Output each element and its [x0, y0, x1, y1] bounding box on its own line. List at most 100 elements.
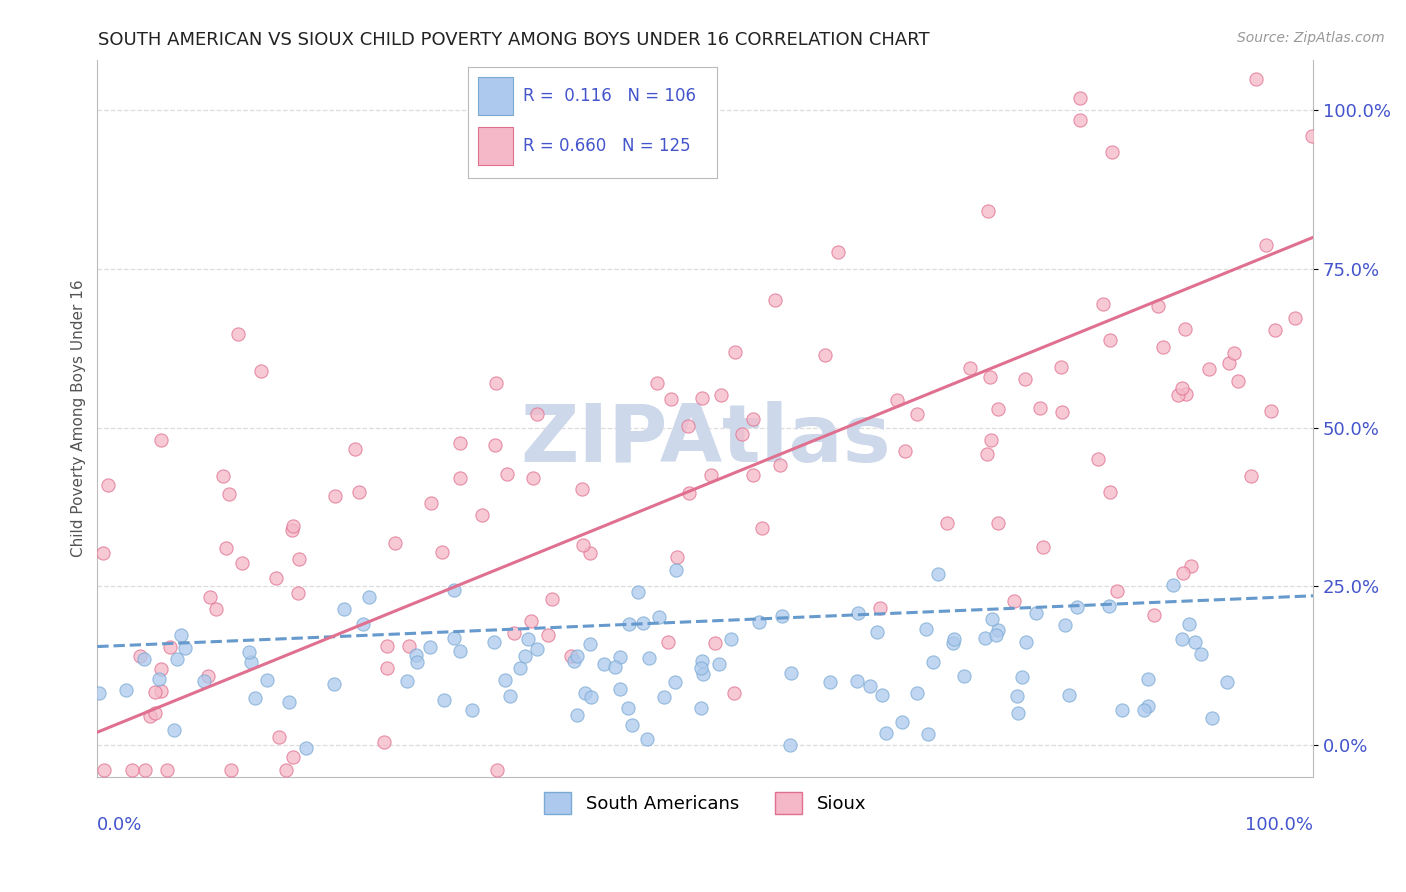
- Point: [1170, 381, 1192, 395]
- Point: [1174, 322, 1197, 336]
- Point: [976, 447, 998, 461]
- Point: [537, 628, 560, 642]
- Point: [526, 407, 548, 421]
- Point: [294, 741, 316, 756]
- Point: [1301, 128, 1323, 143]
- Point: [150, 662, 173, 676]
- Point: [1167, 387, 1189, 401]
- Point: [574, 686, 596, 700]
- Point: [486, 764, 509, 778]
- Point: [1007, 689, 1029, 703]
- Point: [866, 625, 889, 640]
- Point: [347, 484, 370, 499]
- Point: [1069, 112, 1091, 127]
- Point: [731, 427, 754, 442]
- Point: [471, 508, 494, 523]
- Point: [779, 738, 801, 752]
- Point: [1098, 599, 1121, 613]
- Point: [1239, 469, 1261, 483]
- Point: [283, 750, 305, 764]
- Point: [198, 590, 221, 604]
- Point: [87, 686, 110, 700]
- Point: [704, 636, 727, 650]
- Text: SOUTH AMERICAN VS SIOUX CHILD POVERTY AMONG BOYS UNDER 16 CORRELATION CHART: SOUTH AMERICAN VS SIOUX CHILD POVERTY AM…: [98, 31, 929, 49]
- Point: [942, 636, 965, 650]
- Point: [657, 634, 679, 648]
- Point: [724, 344, 747, 359]
- Point: [1175, 386, 1198, 401]
- Point: [981, 612, 1004, 626]
- Point: [1136, 698, 1159, 713]
- Point: [509, 661, 531, 675]
- Point: [215, 541, 238, 555]
- Point: [619, 617, 641, 632]
- Point: [915, 622, 938, 636]
- Point: [603, 660, 626, 674]
- Point: [690, 654, 713, 668]
- Point: [1054, 617, 1077, 632]
- Point: [627, 584, 650, 599]
- Point: [1007, 706, 1029, 721]
- Point: [277, 695, 299, 709]
- Point: [238, 645, 260, 659]
- Point: [1032, 540, 1054, 554]
- Point: [1069, 91, 1091, 105]
- Point: [375, 639, 398, 653]
- Point: [240, 655, 263, 669]
- Point: [894, 444, 917, 458]
- Point: [1189, 647, 1212, 661]
- Point: [1171, 632, 1194, 646]
- Point: [162, 723, 184, 737]
- Point: [581, 690, 603, 704]
- Point: [281, 518, 304, 533]
- Point: [526, 641, 548, 656]
- Point: [121, 764, 143, 778]
- Point: [565, 708, 588, 723]
- Point: [845, 674, 868, 689]
- Point: [145, 706, 167, 721]
- Point: [129, 649, 152, 664]
- Point: [148, 672, 170, 686]
- Point: [690, 392, 713, 406]
- Point: [572, 538, 595, 552]
- Point: [250, 364, 273, 378]
- Point: [149, 433, 172, 447]
- Point: [700, 467, 723, 482]
- Point: [987, 623, 1010, 637]
- Point: [953, 669, 976, 683]
- Point: [352, 617, 374, 632]
- Point: [1227, 375, 1250, 389]
- Point: [522, 471, 544, 485]
- Point: [494, 673, 516, 688]
- Point: [150, 684, 173, 698]
- Point: [741, 412, 763, 426]
- Point: [520, 614, 543, 628]
- Point: [751, 521, 773, 535]
- Point: [405, 655, 427, 669]
- Point: [980, 433, 1002, 447]
- Point: [678, 485, 700, 500]
- Point: [875, 726, 897, 740]
- Point: [375, 661, 398, 675]
- Point: [827, 244, 849, 259]
- Point: [205, 602, 228, 616]
- Point: [1133, 703, 1156, 717]
- Point: [986, 628, 1008, 642]
- Point: [943, 632, 966, 646]
- Point: [197, 668, 219, 682]
- Point: [723, 686, 745, 700]
- Point: [449, 644, 471, 658]
- Point: [1050, 360, 1073, 375]
- Point: [770, 609, 793, 624]
- Point: [226, 326, 249, 341]
- Point: [720, 632, 742, 646]
- Point: [890, 714, 912, 729]
- Point: [266, 571, 288, 585]
- Text: ZIPAtlas: ZIPAtlas: [520, 401, 890, 479]
- Point: [1201, 711, 1223, 725]
- Point: [1180, 559, 1202, 574]
- Point: [609, 650, 631, 665]
- Point: [1107, 583, 1129, 598]
- Point: [515, 649, 537, 664]
- Point: [1025, 606, 1047, 620]
